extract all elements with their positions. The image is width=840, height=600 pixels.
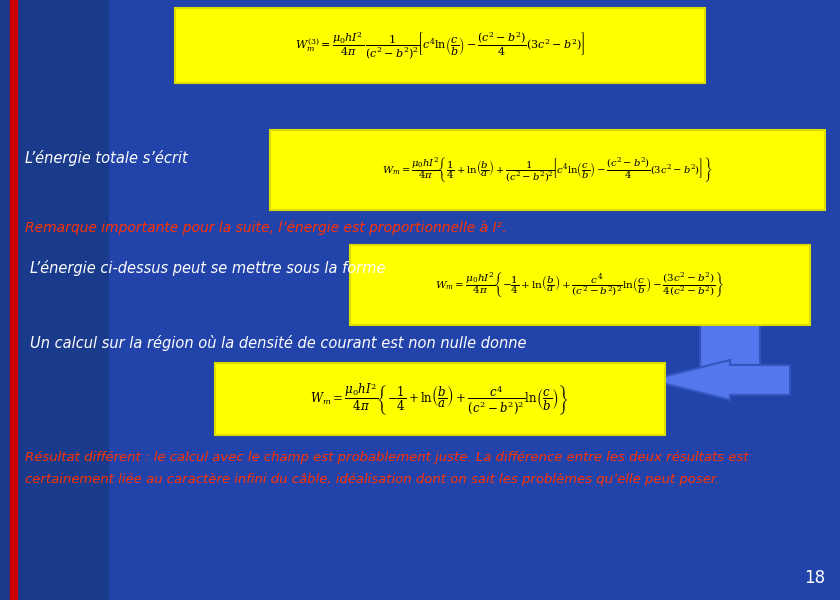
FancyBboxPatch shape (215, 363, 665, 435)
Text: $W_m = \dfrac{\mu_0 hI^2}{4\pi}\!\left\{-\dfrac{1}{4}+\ln\!\left(\dfrac{b}{a}\ri: $W_m = \dfrac{\mu_0 hI^2}{4\pi}\!\left\{… (435, 271, 725, 299)
Text: $W_m = \dfrac{\mu_0 hI^2}{4\pi}\!\left\{\dfrac{1}{4}+\ln\!\left(\dfrac{b}{a}\rig: $W_m = \dfrac{\mu_0 hI^2}{4\pi}\!\left\{… (382, 155, 712, 184)
Polygon shape (650, 360, 790, 400)
FancyBboxPatch shape (270, 130, 825, 210)
FancyBboxPatch shape (175, 8, 705, 83)
Bar (109, 0, 840, 600)
Text: L’énergie ci-dessus peut se mettre sous la forme: L’énergie ci-dessus peut se mettre sous … (30, 260, 386, 276)
Text: Remarque importante pour la suite, l’énergie est proportionnelle à I².: Remarque importante pour la suite, l’éne… (25, 221, 507, 235)
Text: 18: 18 (805, 569, 826, 587)
Bar (10, 0, 17, 600)
Text: Un calcul sur la région où la densité de courant est non nulle donne: Un calcul sur la région où la densité de… (30, 335, 527, 351)
FancyBboxPatch shape (350, 245, 810, 325)
Text: certainement liée au caractère infini du câble, idéalisation dont on sait les pr: certainement liée au caractère infini du… (25, 473, 719, 487)
Text: Résultat différent : le calcul avec le champ est probablement juste. La différen: Résultat différent : le calcul avec le c… (25, 451, 748, 464)
Text: L’énergie totale s’écrit: L’énergie totale s’écrit (25, 150, 188, 166)
Polygon shape (670, 270, 790, 370)
Text: $W_m^{(3)} = \dfrac{\mu_0 hI^2}{4\pi}\,\dfrac{1}{(c^2-b^2)^2}\!\left[c^4\ln\!\le: $W_m^{(3)} = \dfrac{\mu_0 hI^2}{4\pi}\,\… (295, 30, 585, 61)
Text: $W_m = \dfrac{\mu_0 hI^2}{4\pi}\!\left\{-\dfrac{1}{4}+\ln\!\left(\dfrac{b}{a}\ri: $W_m = \dfrac{\mu_0 hI^2}{4\pi}\!\left\{… (311, 380, 570, 418)
